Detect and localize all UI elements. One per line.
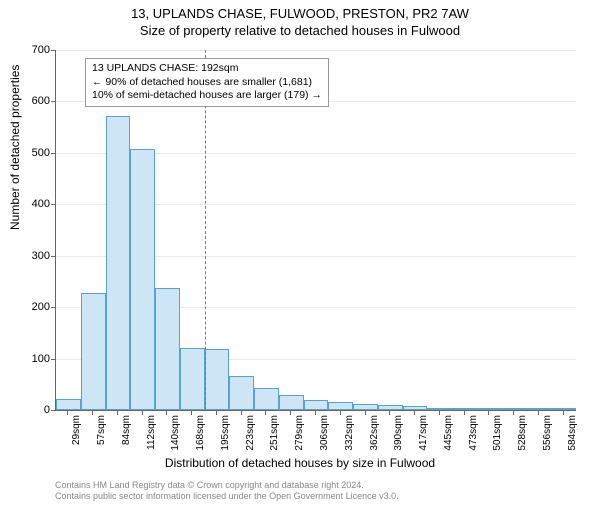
xtick-label: 417sqm — [418, 415, 429, 451]
attribution-line2: Contains public sector information licen… — [55, 491, 399, 502]
xtick-mark — [340, 410, 341, 415]
histogram-bar — [205, 349, 230, 410]
xtick-label: 332sqm — [344, 415, 355, 451]
ytick-mark — [51, 256, 56, 257]
histogram-bar — [551, 408, 576, 410]
xtick-label: 251sqm — [269, 415, 280, 451]
xtick-label: 445sqm — [443, 415, 454, 451]
histogram-bar — [254, 388, 279, 410]
histogram-bar — [279, 395, 304, 410]
histogram-bar — [130, 149, 155, 410]
histogram-bar — [229, 376, 254, 410]
ytick-label: 700 — [20, 44, 50, 56]
histogram-bar — [81, 293, 106, 410]
xtick-label: 473sqm — [468, 415, 479, 451]
histogram-bar — [155, 288, 180, 410]
chart-area: 13 UPLANDS CHASE: 192sqm ← 90% of detach… — [55, 50, 575, 410]
xtick-label: 84sqm — [121, 415, 132, 445]
xtick-mark — [216, 410, 217, 415]
xtick-mark — [414, 410, 415, 415]
annotation-line3: 10% of semi-detached houses are larger (… — [92, 89, 322, 103]
xtick-label: 57sqm — [96, 415, 107, 445]
xtick-label: 556sqm — [542, 415, 553, 451]
xtick-label: 306sqm — [319, 415, 330, 451]
histogram-bar — [180, 348, 205, 410]
xtick-mark — [464, 410, 465, 415]
xtick-mark — [365, 410, 366, 415]
xtick-mark — [315, 410, 316, 415]
ytick-label: 300 — [20, 250, 50, 262]
xtick-label: 390sqm — [393, 415, 404, 451]
chart-title-sub: Size of property relative to detached ho… — [0, 23, 600, 38]
histogram-bar — [427, 408, 452, 410]
xtick-label: 362sqm — [369, 415, 380, 451]
xtick-label: 223sqm — [245, 415, 256, 451]
chart-title-main: 13, UPLANDS CHASE, FULWOOD, PRESTON, PR2… — [0, 6, 600, 21]
ytick-mark — [51, 153, 56, 154]
ytick-mark — [51, 410, 56, 411]
ytick-label: 600 — [20, 95, 50, 107]
histogram-bar — [452, 408, 477, 410]
xtick-mark — [117, 410, 118, 415]
xtick-label: 29sqm — [71, 415, 82, 445]
ytick-mark — [51, 359, 56, 360]
xtick-mark — [389, 410, 390, 415]
attribution-line1: Contains HM Land Registry data © Crown c… — [55, 480, 399, 491]
xtick-mark — [513, 410, 514, 415]
ytick-mark — [51, 307, 56, 308]
histogram-bar — [328, 402, 353, 410]
annotation-box: 13 UPLANDS CHASE: 192sqm ← 90% of detach… — [85, 58, 329, 107]
annotation-line2: ← 90% of detached houses are smaller (1,… — [92, 76, 322, 90]
xtick-label: 501sqm — [492, 415, 503, 451]
ytick-mark — [51, 204, 56, 205]
xtick-mark — [290, 410, 291, 415]
histogram-bar — [56, 399, 81, 410]
x-axis-label: Distribution of detached houses by size … — [0, 456, 600, 470]
xtick-mark — [241, 410, 242, 415]
xtick-mark — [142, 410, 143, 415]
xtick-mark — [265, 410, 266, 415]
xtick-label: 168sqm — [195, 415, 206, 451]
ytick-label: 400 — [20, 198, 50, 210]
annotation-line1: 13 UPLANDS CHASE: 192sqm — [92, 62, 322, 76]
xtick-label: 528sqm — [517, 415, 528, 451]
xtick-mark — [92, 410, 93, 415]
xtick-mark — [488, 410, 489, 415]
ytick-label: 200 — [20, 301, 50, 313]
attribution: Contains HM Land Registry data © Crown c… — [55, 480, 399, 502]
histogram-bar — [526, 408, 551, 410]
xtick-mark — [439, 410, 440, 415]
ytick-mark — [51, 50, 56, 51]
chart-container: 13, UPLANDS CHASE, FULWOOD, PRESTON, PR2… — [0, 6, 600, 506]
ytick-label: 100 — [20, 353, 50, 365]
ytick-label: 0 — [20, 404, 50, 416]
histogram-bar — [353, 404, 378, 410]
histogram-bar — [106, 116, 131, 410]
xtick-label: 112sqm — [146, 415, 157, 450]
xtick-label: 140sqm — [170, 415, 181, 451]
ytick-label: 500 — [20, 147, 50, 159]
histogram-bar — [304, 400, 329, 410]
ytick-mark — [51, 101, 56, 102]
xtick-mark — [538, 410, 539, 415]
xtick-mark — [166, 410, 167, 415]
xtick-mark — [191, 410, 192, 415]
grid-line — [56, 50, 576, 51]
xtick-mark — [563, 410, 564, 415]
xtick-label: 195sqm — [220, 415, 231, 451]
xtick-label: 584sqm — [567, 415, 578, 451]
xtick-mark — [67, 410, 68, 415]
xtick-label: 279sqm — [294, 415, 305, 451]
